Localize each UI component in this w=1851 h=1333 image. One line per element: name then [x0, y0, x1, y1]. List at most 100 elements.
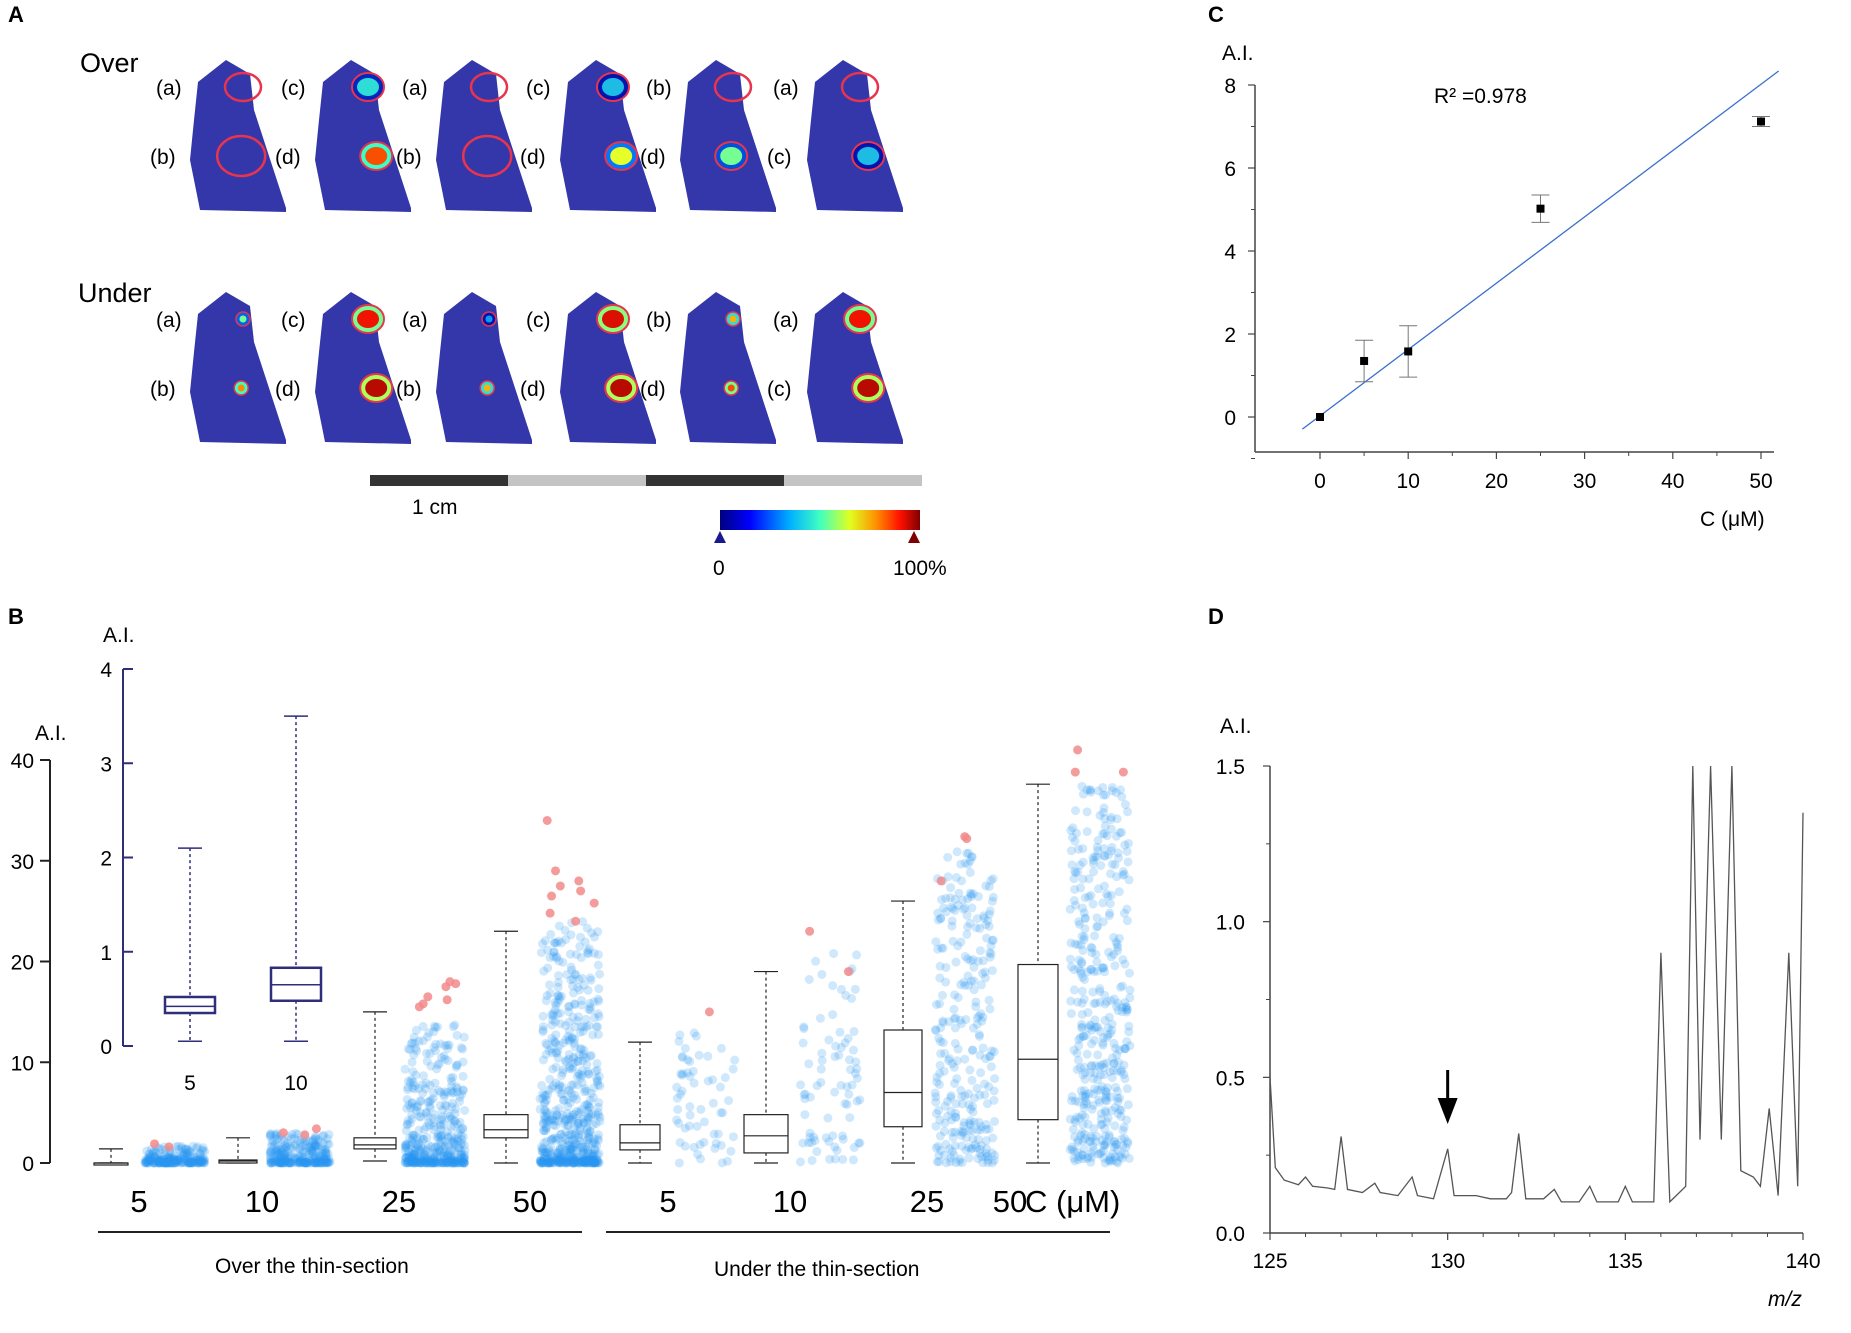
- b-scatter-point: [411, 1153, 421, 1163]
- b-scatter-point: [1086, 1068, 1096, 1078]
- b-scatter-point: [817, 969, 827, 979]
- b-scatter-point: [1077, 1150, 1087, 1160]
- b-scatter-point: [178, 1158, 188, 1168]
- b-scatter-point: [301, 1158, 311, 1168]
- tissue-image: [680, 292, 776, 444]
- b-scatter-point: [280, 1149, 290, 1159]
- b-scatter-point: [274, 1157, 284, 1167]
- b-scatter-point: [952, 1074, 962, 1084]
- b-scatter-point: [717, 1158, 727, 1168]
- b-scatter-point: [830, 1087, 840, 1097]
- c-y-tick-label: 2: [1224, 324, 1236, 347]
- b-scatter-point: [422, 1032, 432, 1042]
- b-scatter-point: [562, 969, 572, 979]
- b-scatter-point: [282, 1142, 292, 1152]
- b-scatter-point: [279, 1154, 289, 1164]
- b-scatter-point: [552, 1048, 562, 1058]
- b-scatter-point: [167, 1155, 177, 1165]
- panel-c-calibration: A.I. C (μM) R² =0.978 0 10 20 30 40 50 0 2 4 6 8: [1222, 42, 1780, 531]
- b-scatter-point: [595, 969, 605, 979]
- b-scatter-point: [307, 1156, 317, 1166]
- b-scatter-point: [453, 1134, 463, 1144]
- b-scatter-point: [445, 1111, 455, 1121]
- b-scatter-point: [449, 1121, 459, 1131]
- tissue-image: [560, 60, 656, 212]
- b-scatter-point: [429, 1021, 439, 1031]
- b-scatter-point: [426, 1158, 436, 1168]
- b-scatter-point: [1085, 785, 1095, 795]
- b-scatter-point: [283, 1151, 293, 1161]
- b-scatter-point: [435, 1147, 445, 1157]
- b-scatter-point: [1095, 986, 1105, 996]
- b-scatter-point: [169, 1158, 179, 1168]
- b-scatter-point: [429, 1158, 439, 1168]
- b-scatter-point: [934, 1080, 944, 1090]
- b-scatter-point: [411, 1043, 421, 1053]
- b-scatter-point: [448, 1144, 458, 1154]
- b-scatter-point: [166, 1156, 176, 1166]
- b-scatter-point: [933, 1141, 943, 1151]
- b-scatter-point: [1122, 1115, 1132, 1125]
- b-scatter-point: [165, 1155, 175, 1165]
- b-scatter-point: [275, 1158, 285, 1168]
- b-scatter-point: [583, 949, 593, 959]
- spot-blob-core: [610, 147, 633, 165]
- b-scatter-point: [964, 1118, 974, 1128]
- b-scatter-point: [538, 1025, 548, 1035]
- b-scatter-point: [1114, 933, 1124, 943]
- b-scatter-point: [162, 1158, 172, 1168]
- b-scatter-point: [798, 1038, 808, 1048]
- b-scatter-point: [200, 1146, 210, 1156]
- b-scatter-point: [403, 1076, 413, 1086]
- b-scatter-point: [313, 1135, 323, 1145]
- b-scatter-point: [319, 1153, 329, 1163]
- b-scatter-point: [699, 1117, 709, 1127]
- b-scatter-point: [266, 1158, 276, 1168]
- b-scatter-point: [452, 1060, 462, 1070]
- b-scatter-point: [278, 1152, 288, 1162]
- b-scatter-point: [425, 1158, 435, 1168]
- b-scatter-point: [193, 1158, 203, 1168]
- b-outlier-point: [1070, 767, 1080, 777]
- b-scatter-point: [1088, 859, 1098, 869]
- b-scatter-point: [274, 1157, 284, 1167]
- b-scatter-point: [703, 1051, 713, 1061]
- b-scatter-point: [171, 1156, 181, 1166]
- b-scatter-point: [1120, 959, 1130, 969]
- b-scatter-point: [1086, 964, 1096, 974]
- b-scatter-point: [957, 1091, 967, 1101]
- b-scatter-point: [429, 1152, 439, 1162]
- b-scatter-point: [823, 1113, 833, 1123]
- b-scatter-point: [422, 1158, 432, 1168]
- b-scatter-point: [984, 882, 994, 892]
- b-scatter-point: [1074, 1035, 1084, 1045]
- b-scatter-point: [457, 1138, 467, 1148]
- b-scatter-point: [184, 1158, 194, 1168]
- b-scatter-point: [444, 1040, 454, 1050]
- b-scatter-point: [435, 1137, 445, 1147]
- b-scatter-point: [155, 1156, 165, 1166]
- b-scatter-point: [160, 1154, 170, 1164]
- spot-blob-core: [849, 310, 871, 328]
- b-scatter-point: [195, 1148, 205, 1158]
- b-scatter-point: [1098, 1038, 1108, 1048]
- b-scatter-point: [179, 1151, 189, 1161]
- b-scatter-point: [1120, 840, 1130, 850]
- b-scatter-point: [163, 1152, 173, 1162]
- b-scatter-point: [145, 1149, 155, 1159]
- b-scatter-point: [407, 1155, 417, 1165]
- b-scatter-point: [143, 1158, 153, 1168]
- b-scatter-point: [275, 1145, 285, 1155]
- b-inset-x-tick-label: 5: [184, 1072, 196, 1095]
- b-scatter-point: [172, 1155, 182, 1165]
- b-scatter-point: [269, 1155, 279, 1165]
- b-scatter-point: [310, 1139, 320, 1149]
- b-scatter-point: [584, 1131, 594, 1141]
- b-scatter-point: [423, 1157, 433, 1167]
- b-scatter-point: [558, 1132, 568, 1142]
- b-scatter-point: [310, 1132, 320, 1142]
- b-scatter-point: [452, 1136, 462, 1146]
- b-scatter-point: [989, 1155, 999, 1165]
- b-scatter-point: [283, 1154, 293, 1164]
- b-scatter-point: [1097, 1135, 1107, 1145]
